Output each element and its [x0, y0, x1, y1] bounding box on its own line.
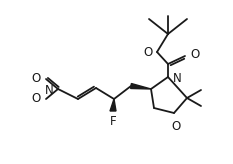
Polygon shape	[131, 83, 151, 89]
Text: O: O	[171, 120, 181, 133]
Text: N: N	[45, 83, 54, 96]
Text: O: O	[190, 49, 199, 62]
Text: O: O	[32, 92, 41, 105]
Text: O: O	[32, 72, 41, 85]
Polygon shape	[110, 99, 116, 111]
Text: N: N	[173, 72, 182, 84]
Text: O: O	[144, 47, 153, 60]
Text: F: F	[110, 115, 116, 128]
